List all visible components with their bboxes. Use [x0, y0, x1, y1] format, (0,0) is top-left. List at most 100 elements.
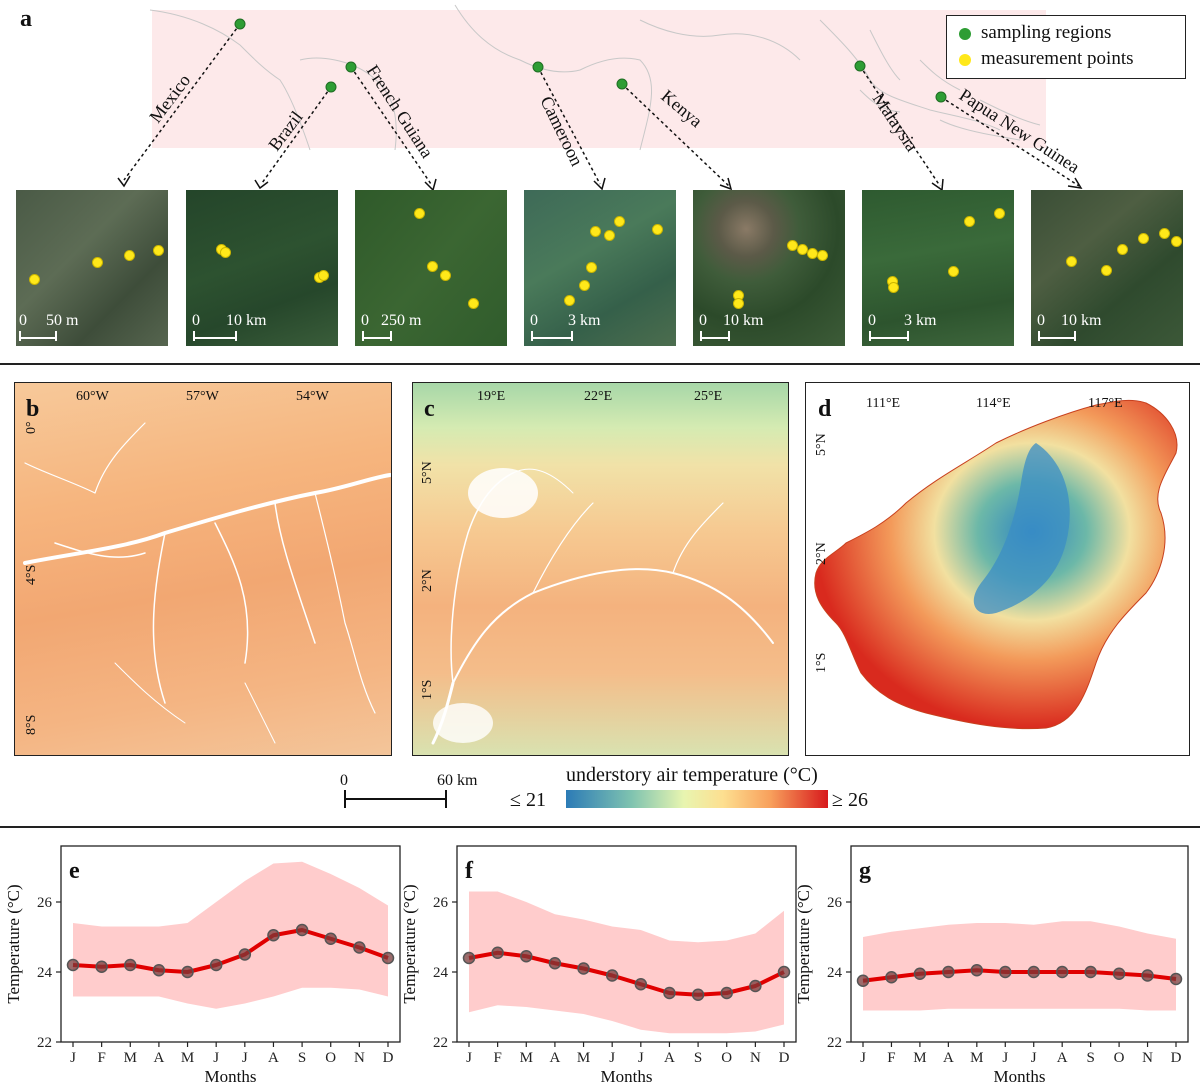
measurement-point: [1117, 244, 1128, 255]
panel-c-rivers: [431, 468, 774, 745]
measurement-point: [604, 230, 615, 241]
arrowhead-brazil: [254, 179, 269, 190]
thumb-french-guiana: 0 250 m: [355, 190, 507, 346]
data-point: [124, 958, 137, 972]
data-point: [691, 988, 705, 1001]
x-tick-label: J: [609, 1050, 615, 1066]
data-point: [1084, 965, 1097, 979]
thumb-mexico: 0 50 m: [16, 190, 168, 346]
central-america-coast: [149, 9, 311, 151]
scale-bar: [701, 337, 729, 339]
arrow-mexico: [123, 23, 241, 181]
panel-b-xtick: 54°W: [296, 389, 329, 404]
scale-zero: 0: [19, 312, 27, 329]
panel-c-ytick: 2°N: [420, 569, 435, 592]
y-tick-label: 24: [37, 965, 53, 981]
x-tick-label: M: [913, 1050, 926, 1066]
scale-dist: 10 km: [226, 312, 267, 329]
scale-dist: 3 km: [568, 312, 601, 329]
panel-d-ytick: 1°S: [814, 652, 829, 673]
panel-d-ytick: 5°N: [814, 433, 829, 456]
panel-b-ytick: 0°: [24, 421, 39, 434]
site-cameroon: [532, 61, 544, 73]
x-tick-label: J: [1031, 1050, 1037, 1066]
scale-zero: 0: [1037, 312, 1045, 329]
x-tick-label: D: [1171, 1050, 1182, 1066]
x-tick-label: J: [1002, 1050, 1008, 1066]
x-axis-label: Months: [205, 1067, 257, 1086]
scale-dist: 10 km: [1061, 312, 1102, 329]
scale-bar: [532, 337, 572, 339]
panel-c-xtick: 25°E: [694, 389, 723, 404]
panel-a-label: a: [20, 6, 32, 32]
scale-zero: 0: [699, 312, 707, 329]
scale-dist: 50 m: [46, 312, 79, 329]
data-point: [181, 965, 194, 979]
panel-c-label: c: [424, 396, 435, 422]
arabia-coast: [639, 19, 801, 61]
data-point: [381, 951, 395, 965]
measurement-point: [29, 274, 40, 285]
data-point: [295, 923, 309, 937]
africa-coast: [454, 4, 652, 151]
y-axis-label: Temperature (°C): [400, 884, 419, 1003]
y-tick-label: 26: [37, 895, 53, 911]
x-tick-label: A: [549, 1050, 560, 1066]
plot-frame: [850, 845, 1189, 1043]
panel-b-xtick: 57°W: [186, 389, 219, 404]
scale-bar: [194, 337, 236, 339]
panel-d-island: [814, 399, 1178, 730]
scalebar-line: [345, 798, 446, 800]
x-tick-label: M: [124, 1050, 137, 1066]
data-point: [520, 950, 533, 963]
uncertainty-band: [863, 921, 1176, 1011]
x-axis-label: Months: [601, 1067, 653, 1086]
measurement-point: [124, 250, 135, 261]
y-tick-label: 26: [827, 895, 843, 911]
arrowhead-png: [1067, 177, 1083, 189]
x-tick-label: N: [750, 1050, 761, 1066]
arrowhead-cameroon: [593, 177, 606, 190]
scale-bar: [20, 337, 56, 339]
x-tick-label: D: [383, 1050, 394, 1066]
data-point: [267, 929, 280, 942]
site-kenya: [616, 78, 628, 90]
panel-d-xtick: 111°E: [866, 396, 901, 411]
panel-d-xtick: 117°E: [1088, 396, 1123, 411]
x-tick-label: J: [70, 1050, 76, 1066]
panel-b-rivers: [23, 422, 391, 744]
measurement-point: [964, 216, 975, 227]
highland-cool-area: [973, 443, 1070, 614]
data-point: [324, 932, 337, 945]
measurement-point: [414, 208, 425, 219]
y-tick-label: 22: [433, 1035, 448, 1051]
data-point: [462, 951, 476, 965]
scale-dist: 3 km: [904, 312, 937, 329]
legend-measurement-label: measurement points: [981, 48, 1134, 69]
arrow-malaysia: [859, 65, 941, 187]
data-point: [152, 964, 166, 977]
data-point: [66, 958, 80, 972]
thumb-malaysia: 0 3 km: [862, 190, 1014, 346]
x-tick-label: A: [943, 1050, 954, 1066]
colorbar-min: ≤ 21: [510, 789, 546, 811]
panel-d-map: [805, 382, 1190, 756]
measurement-point: [733, 298, 744, 309]
data-point: [605, 969, 619, 982]
scale-dist: 10 km: [723, 312, 764, 329]
data-point: [749, 979, 762, 993]
colorbar-title: understory air temperature (°C): [566, 764, 818, 786]
site-png: [935, 91, 947, 103]
colorbar-max: ≥ 26: [832, 789, 868, 811]
data-point: [856, 974, 870, 987]
uncertainty-band: [469, 891, 784, 1034]
scale-bar: [1039, 337, 1075, 339]
timeseries-row: 22 24 26 J F M A M J J A S O N D Months Temperature (°C)…: [0, 836, 1200, 1091]
x-tick-label: O: [325, 1050, 336, 1066]
data-point: [970, 964, 984, 977]
y-tick-label: 22: [827, 1035, 842, 1051]
measurement-point: [318, 270, 329, 281]
x-tick-label: F: [493, 1050, 501, 1066]
measurement-dot-icon: [959, 53, 971, 66]
data-point: [548, 957, 562, 970]
